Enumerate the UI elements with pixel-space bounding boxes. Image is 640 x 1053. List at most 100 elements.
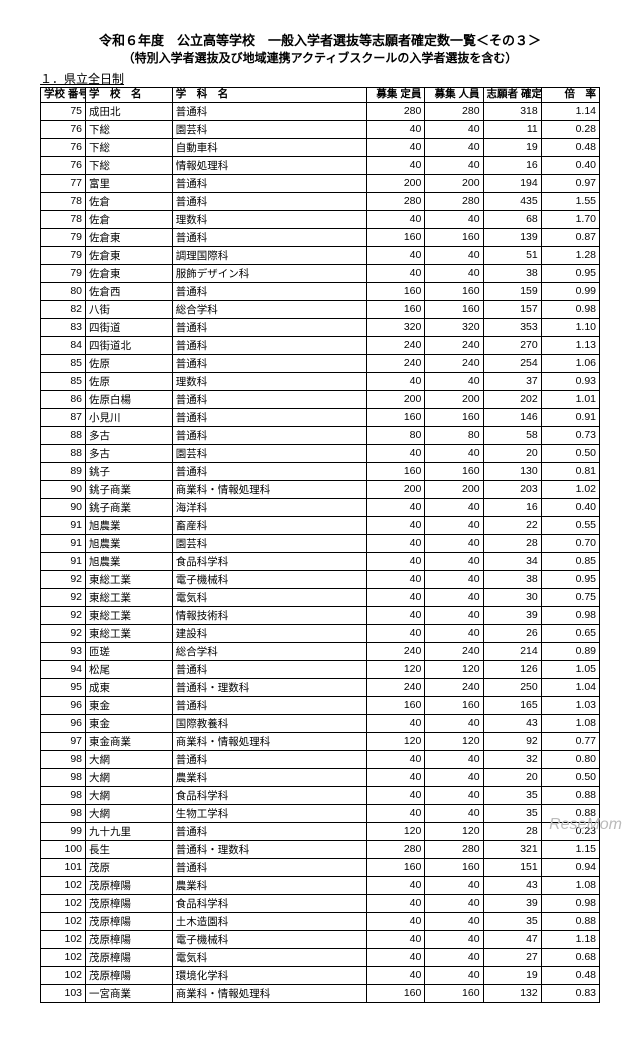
cell: 佐倉東 bbox=[86, 264, 173, 282]
cell: 353 bbox=[483, 318, 541, 336]
cell: 79 bbox=[41, 228, 86, 246]
cell: 0.73 bbox=[541, 426, 599, 444]
cell: 0.77 bbox=[541, 732, 599, 750]
cell: 1.06 bbox=[541, 354, 599, 372]
cell: 40 bbox=[425, 120, 483, 138]
cell: 40 bbox=[367, 948, 425, 966]
cell: 旭農業 bbox=[86, 516, 173, 534]
cell: 146 bbox=[483, 408, 541, 426]
cell: 320 bbox=[367, 318, 425, 336]
cell: 東金商業 bbox=[86, 732, 173, 750]
cell: 1.10 bbox=[541, 318, 599, 336]
table-row: 82八街総合学科1601601570.98 bbox=[41, 300, 600, 318]
cell: 126 bbox=[483, 660, 541, 678]
cell: 90 bbox=[41, 480, 86, 498]
cell: 富里 bbox=[86, 174, 173, 192]
cell: 38 bbox=[483, 570, 541, 588]
cell: 102 bbox=[41, 930, 86, 948]
cell: 160 bbox=[367, 408, 425, 426]
cell: 0.68 bbox=[541, 948, 599, 966]
cell: 102 bbox=[41, 966, 86, 984]
cell: 普通科 bbox=[172, 318, 366, 336]
cell: 84 bbox=[41, 336, 86, 354]
cell: 160 bbox=[425, 228, 483, 246]
cell: 40 bbox=[367, 804, 425, 822]
cell: 1.02 bbox=[541, 480, 599, 498]
cell: 157 bbox=[483, 300, 541, 318]
cell: 0.98 bbox=[541, 300, 599, 318]
cell: 40 bbox=[367, 498, 425, 516]
cell: 82 bbox=[41, 300, 86, 318]
cell: 39 bbox=[483, 606, 541, 624]
cell: 佐原 bbox=[86, 354, 173, 372]
cell: 銚子商業 bbox=[86, 480, 173, 498]
cell: 98 bbox=[41, 804, 86, 822]
cell: 0.50 bbox=[541, 444, 599, 462]
cell: 40 bbox=[367, 588, 425, 606]
cell: 194 bbox=[483, 174, 541, 192]
cell: 40 bbox=[425, 606, 483, 624]
cell: 120 bbox=[367, 732, 425, 750]
cell: 0.40 bbox=[541, 498, 599, 516]
cell: 40 bbox=[367, 912, 425, 930]
cell: 普通科・理数科 bbox=[172, 678, 366, 696]
cell: 食品科学科 bbox=[172, 552, 366, 570]
cell: 40 bbox=[425, 966, 483, 984]
cell: 93 bbox=[41, 642, 86, 660]
cell: 43 bbox=[483, 714, 541, 732]
cell: 情報処理科 bbox=[172, 156, 366, 174]
col-school-name: 学 校 名 bbox=[86, 88, 173, 103]
cell: 37 bbox=[483, 372, 541, 390]
cell: 89 bbox=[41, 462, 86, 480]
cell: 下総 bbox=[86, 156, 173, 174]
table-row: 83四街道普通科3203203531.10 bbox=[41, 318, 600, 336]
cell: 普通科 bbox=[172, 696, 366, 714]
cell: 34 bbox=[483, 552, 541, 570]
cell: 茂原樟陽 bbox=[86, 894, 173, 912]
cell: 120 bbox=[425, 732, 483, 750]
cell: 214 bbox=[483, 642, 541, 660]
cell: 160 bbox=[367, 696, 425, 714]
cell: 大網 bbox=[86, 768, 173, 786]
cell: 98 bbox=[41, 768, 86, 786]
cell: 40 bbox=[367, 570, 425, 588]
cell: 30 bbox=[483, 588, 541, 606]
applicant-table: 学校 番号 学 校 名 学 科 名 募集 定員 募集 人員 志願者 確定数 倍 … bbox=[40, 87, 600, 1003]
cell: 東総工業 bbox=[86, 624, 173, 642]
cell: 91 bbox=[41, 534, 86, 552]
cell: 普通科 bbox=[172, 822, 366, 840]
table-row: 88多古普通科8080580.73 bbox=[41, 426, 600, 444]
cell: 1.08 bbox=[541, 714, 599, 732]
cell: 92 bbox=[41, 570, 86, 588]
cell: 下総 bbox=[86, 138, 173, 156]
cell: 280 bbox=[367, 840, 425, 858]
cell: 321 bbox=[483, 840, 541, 858]
table-row: 99九十九里普通科120120280.23 bbox=[41, 822, 600, 840]
cell: 0.93 bbox=[541, 372, 599, 390]
cell: 園芸科 bbox=[172, 444, 366, 462]
cell: 八街 bbox=[86, 300, 173, 318]
cell: 自動車科 bbox=[172, 138, 366, 156]
cell: 40 bbox=[425, 498, 483, 516]
cell: 1.14 bbox=[541, 102, 599, 120]
cell: 151 bbox=[483, 858, 541, 876]
cell: 普通科 bbox=[172, 174, 366, 192]
cell: 1.05 bbox=[541, 660, 599, 678]
cell: 成東 bbox=[86, 678, 173, 696]
cell: 1.01 bbox=[541, 390, 599, 408]
cell: 0.98 bbox=[541, 894, 599, 912]
table-row: 92東総工業電子機械科4040380.95 bbox=[41, 570, 600, 588]
cell: 91 bbox=[41, 516, 86, 534]
cell: 40 bbox=[367, 516, 425, 534]
cell: 102 bbox=[41, 948, 86, 966]
cell: 280 bbox=[425, 192, 483, 210]
table-row: 78佐倉普通科2802804351.55 bbox=[41, 192, 600, 210]
table-row: 91旭農業園芸科4040280.70 bbox=[41, 534, 600, 552]
cell: 160 bbox=[425, 282, 483, 300]
cell: 40 bbox=[367, 930, 425, 948]
table-row: 102茂原樟陽環境化学科4040190.48 bbox=[41, 966, 600, 984]
cell: 調理国際科 bbox=[172, 246, 366, 264]
cell: 22 bbox=[483, 516, 541, 534]
cell: 40 bbox=[425, 570, 483, 588]
cell: 86 bbox=[41, 390, 86, 408]
